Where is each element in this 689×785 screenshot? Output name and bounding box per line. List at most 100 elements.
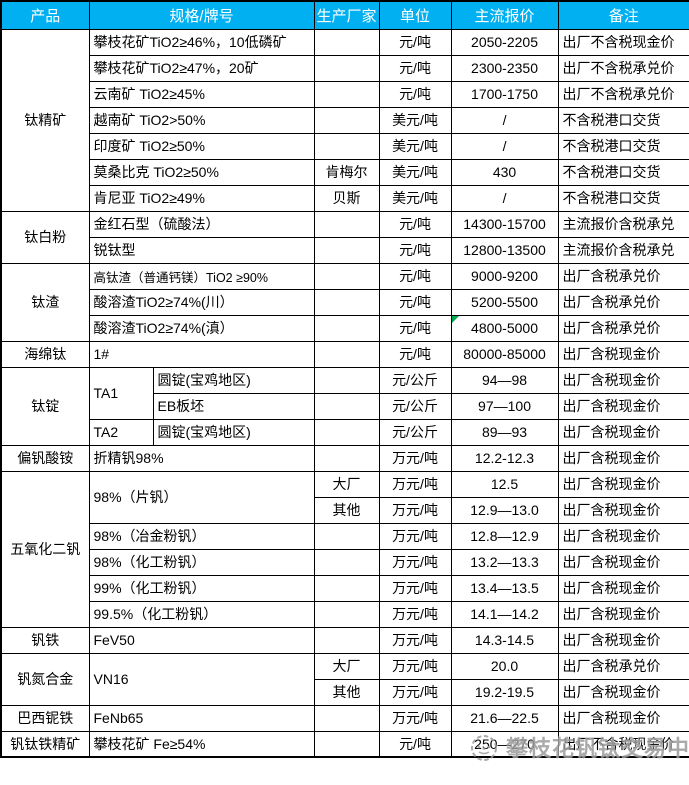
spec-cell: 锐钛型 (88, 236, 315, 264)
table-row: 钒氮合金 VN16 大厂 万元/吨 20.0 出厂含税承兑价 (0, 652, 689, 706)
note-cell: 出厂含税现金价 (557, 626, 689, 654)
table-row: 98%（化工粉钒） 万元/吨 13.2—13.3 出厂含税现金价 (1, 548, 689, 576)
spec-cell: 99.5%（化工粉钒） (88, 600, 315, 628)
manufacturer-cell: 其他 (313, 678, 380, 706)
spec-cell: 酸溶渣TiO2≥74%(滇） (88, 314, 315, 342)
spec-cell: 98%（化工粉钒） (88, 548, 315, 576)
table-row: 巴西铌铁 FeNb65 万元/吨 21.6—22.5 出厂含税现金价 (0, 704, 689, 732)
note-cell: 出厂含税现金价 (557, 548, 689, 576)
price-cell-comment-flag: 4800-5000 (450, 314, 559, 342)
table-row: 印度矿 TiO2≥50% 美元/吨 / 不含税港口交货 (1, 132, 689, 160)
note-cell: 出厂含税承兑价 (557, 262, 689, 290)
manufacturer-cell (313, 262, 380, 290)
table-row: 锐钛型 元/吨 12800-13500 主流报价含税承兑 (1, 236, 689, 264)
manufacturer-cell: 其他 (313, 496, 380, 524)
manufacturer-cell (313, 626, 380, 654)
spec-cell: 圆锭(宝鸡地区) (152, 418, 315, 446)
manufacturer-cell (313, 236, 380, 264)
spec-cell: 云南矿 TiO2≥45% (88, 80, 315, 108)
table-row: 肯尼亚 TiO2≥49% 贝斯 美元/吨 / 不含税港口交货 (1, 184, 689, 212)
note-cell: 出厂不含税现金价 (557, 28, 689, 56)
price-cell: 20.0 (450, 652, 559, 680)
spec-cell: 98%（片钒） (88, 470, 315, 524)
unit-cell: 万元/吨 (378, 626, 452, 654)
price-cell: / (450, 132, 559, 160)
manufacturer-cell (313, 314, 380, 342)
product-cell: 钛白粉 (0, 210, 90, 264)
manufacturer-cell: 大厂 (313, 652, 380, 680)
price-cell: 12.5 (450, 470, 559, 498)
note-cell: 出厂不含税承兑价 (557, 80, 689, 108)
manufacturer-cell (313, 340, 380, 368)
product-cell: 海绵钛 (0, 340, 90, 368)
manufacturer-cell (313, 444, 380, 472)
manufacturer-cell (313, 730, 380, 758)
unit-cell: 万元/吨 (378, 600, 452, 628)
spec-cell: 1# (88, 340, 315, 368)
table-row: 钛锭 TA1 圆锭(宝鸡地区) 元/公斤 94—98 出厂含税现金价 (0, 366, 689, 446)
price-cell: 13.4—13.5 (450, 574, 559, 602)
spec-cell: 高钛渣（普通钙镁）TiO2 ≥90% (88, 262, 315, 290)
price-cell: 94—98 (450, 366, 559, 394)
spec-cell: FeNb65 (88, 704, 315, 732)
note-cell: 不含税港口交货 (557, 184, 689, 212)
price-cell: 250—270 (450, 730, 559, 758)
table-row: 酸溶渣TiO2≥74%(滇） 元/吨 4800-5000 出厂含税承兑价 (1, 314, 689, 342)
note-cell: 出厂含税现金价 (557, 340, 689, 368)
spec-cell: 攀枝花矿TiO2≥46%，10低磷矿 (88, 28, 315, 56)
table-row: 99%（化工粉钒） 万元/吨 13.4—13.5 出厂含税现金价 (1, 574, 689, 602)
manufacturer-cell (313, 80, 380, 108)
header-col-product: 产品 (0, 0, 90, 30)
note-cell: 出厂不含税现金价 (557, 730, 689, 758)
unit-cell: 万元/吨 (378, 678, 452, 706)
unit-cell: 元/公斤 (378, 392, 452, 420)
product-cell: 钛精矿 (0, 28, 90, 212)
unit-cell: 元/吨 (378, 730, 452, 758)
header-row: 产品 规格/牌号 生产厂家 单位 主流报价 备注 (0, 0, 689, 30)
table-row: 五氧化二钒 98%（片钒） 大厂 万元/吨 12.5 出厂含税现金价 (0, 470, 689, 628)
manufacturer-cell: 大厂 (313, 470, 380, 498)
unit-cell: 元/吨 (378, 80, 452, 108)
product-cell: 五氧化二钒 (0, 470, 90, 628)
unit-cell: 美元/吨 (378, 132, 452, 160)
manufacturer-cell (313, 600, 380, 628)
price-cell: 14.3-14.5 (450, 626, 559, 654)
manufacturer-cell (313, 28, 380, 56)
price-cell: 97—100 (450, 392, 559, 420)
table-row: 酸溶渣TiO2≥74%(川） 元/吨 5200-5500 出厂含税承兑价 (1, 288, 689, 316)
price-cell: 430 (450, 158, 559, 186)
price-cell: 12.2-12.3 (450, 444, 559, 472)
note-cell: 出厂不含税承兑价 (557, 54, 689, 82)
note-cell: 出厂含税现金价 (557, 418, 689, 446)
price-cell: / (450, 184, 559, 212)
table-row: 钛精矿 攀枝花矿TiO2≥46%，10低磷矿 元/吨 2050-2205 出厂不… (0, 28, 689, 212)
table-row: 钛白粉 金红石型（硫酸法） 元/吨 14300-15700 主流报价含税承兑 (0, 210, 689, 264)
manufacturer-cell (313, 704, 380, 732)
manufacturer-cell (313, 418, 380, 446)
unit-cell: 万元/吨 (378, 704, 452, 732)
spec-cell: 金红石型（硫酸法） (88, 210, 315, 238)
unit-cell: 元/吨 (378, 54, 452, 82)
note-cell: 出厂含税承兑价 (557, 288, 689, 316)
note-cell: 出厂含税现金价 (557, 704, 689, 732)
table-row: 莫桑比克 TiO2≥50% 肯梅尔 美元/吨 430 不含税港口交货 (1, 158, 689, 186)
note-cell: 出厂含税现金价 (557, 496, 689, 524)
note-cell: 出厂含税现金价 (557, 574, 689, 602)
note-cell: 出厂含税现金价 (557, 470, 689, 498)
manufacturer-cell (313, 288, 380, 316)
spec-cell: EB板坯 (152, 392, 315, 420)
grade-cell: TA2 (88, 418, 154, 446)
unit-cell: 元/吨 (378, 236, 452, 264)
unit-cell: 万元/吨 (378, 652, 452, 680)
table-row: 钒钛铁精矿 攀枝花矿 Fe≥54% 元/吨 250—270 出厂不含税现金价 (0, 730, 689, 758)
price-cell: 12.9—13.0 (450, 496, 559, 524)
spec-cell: 莫桑比克 TiO2≥50% (88, 158, 315, 186)
manufacturer-cell (313, 366, 380, 394)
spec-cell: 酸溶渣TiO2≥74%(川） (88, 288, 315, 316)
grade-cell: TA1 (88, 366, 154, 420)
spec-cell: 印度矿 TiO2≥50% (88, 132, 315, 160)
note-cell: 出厂含税承兑价 (557, 652, 689, 680)
table-row: 海绵钛 1# 元/吨 80000-85000 出厂含税现金价 (0, 340, 689, 368)
price-cell: 9000-9200 (450, 262, 559, 290)
table-row: 攀枝花矿TiO2≥47%，20矿 元/吨 2300-2350 出厂不含税承兑价 (1, 54, 689, 82)
